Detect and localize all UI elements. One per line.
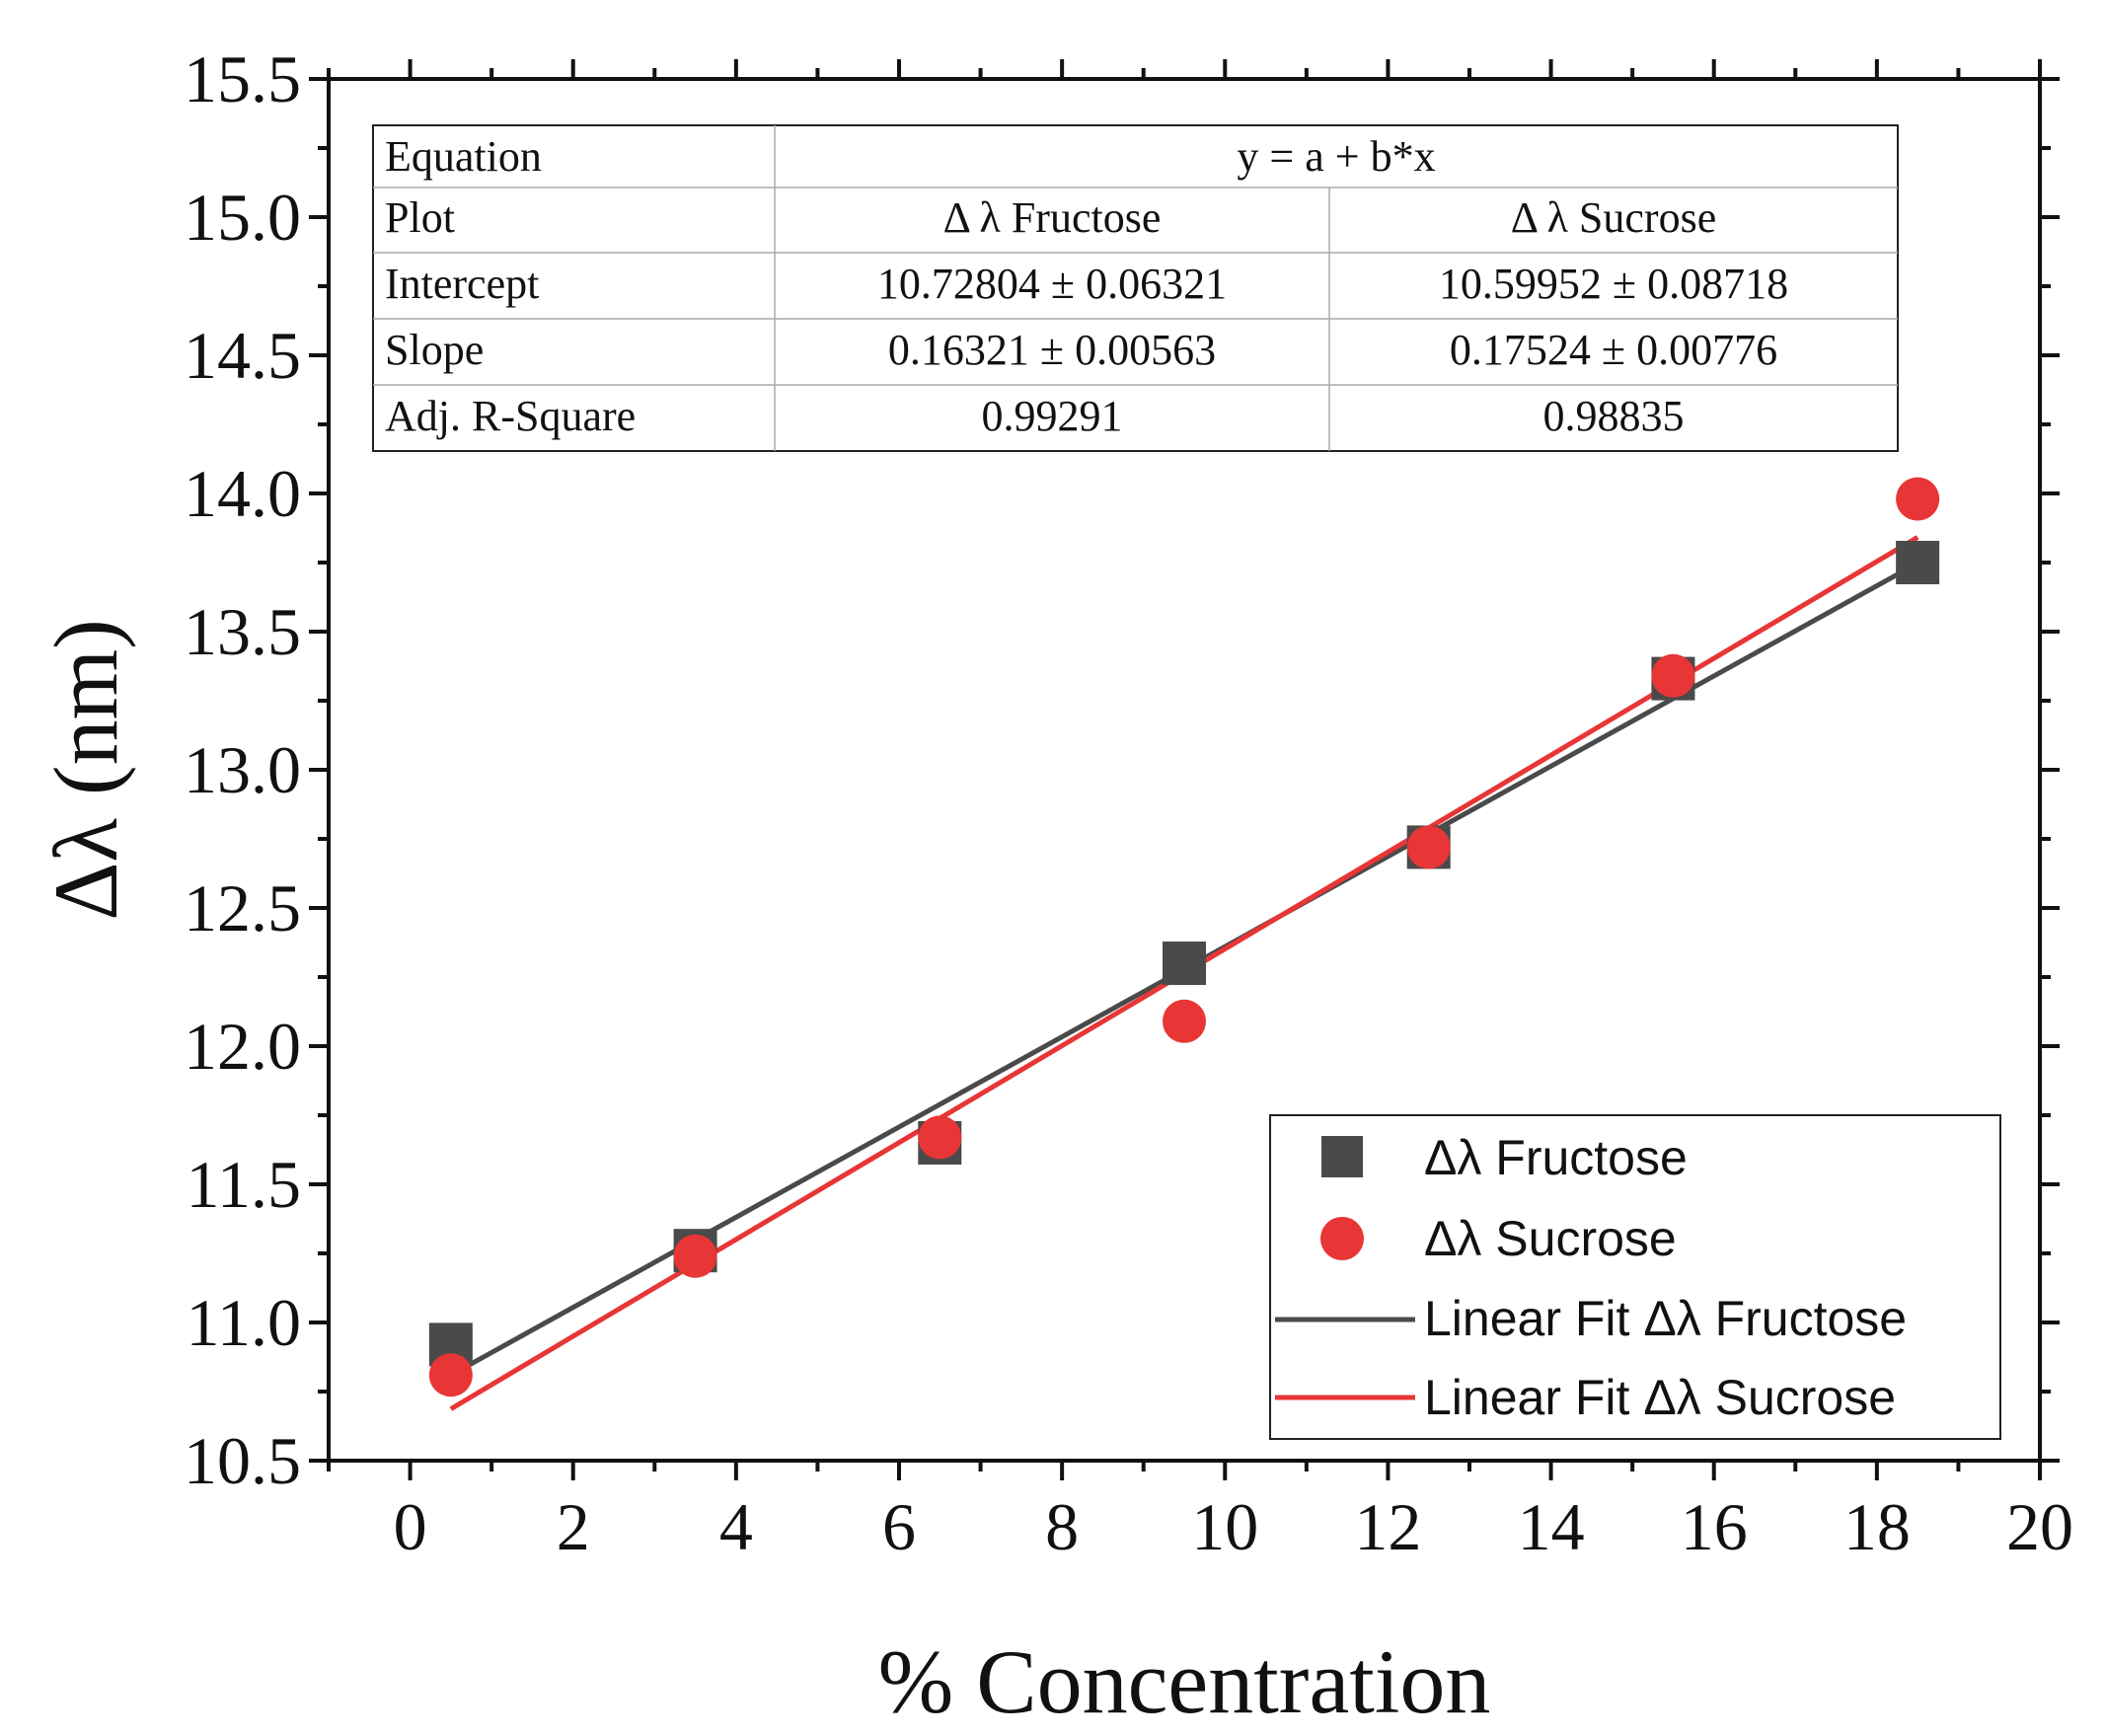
fit-table: Equation y = a + b*x Plot Δ λ Fructose Δ… bbox=[372, 124, 1899, 452]
table-intercept-fructose: 10.72804 ± 0.06321 bbox=[877, 260, 1227, 308]
table-label-plot: Plot bbox=[385, 193, 455, 242]
data-points bbox=[428, 477, 1940, 1397]
point-sucrose bbox=[428, 1353, 473, 1397]
x-tick-label: 20 bbox=[2006, 1489, 2073, 1564]
legend-label-fructose-fit: Linear Fit Δλ Fructose bbox=[1424, 1291, 1907, 1346]
y-tick-label: 15.0 bbox=[184, 180, 301, 255]
x-tick-label: 14 bbox=[1518, 1489, 1585, 1564]
legend: Δλ Fructose Δλ Sucrose Linear Fit Δλ Fru… bbox=[1269, 1114, 2001, 1440]
table-label-slope: Slope bbox=[385, 326, 484, 374]
y-tick-label: 13.5 bbox=[184, 594, 301, 669]
y-axis-title: Δλ (nm) bbox=[36, 619, 136, 921]
table-label-equation: Equation bbox=[385, 132, 542, 181]
point-sucrose bbox=[673, 1234, 717, 1278]
table-equation: y = a + b*x bbox=[1237, 132, 1435, 181]
legend-label-fructose: Δλ Fructose bbox=[1424, 1130, 1688, 1185]
table-adj-r-square-sucrose: 0.98835 bbox=[1543, 392, 1685, 440]
point-sucrose bbox=[1896, 477, 1940, 521]
legend-circle-marker bbox=[1320, 1217, 1364, 1260]
y-tick-label: 14.0 bbox=[184, 456, 301, 531]
y-tick-label: 13.0 bbox=[184, 732, 301, 807]
x-tick-label: 10 bbox=[1191, 1489, 1258, 1564]
point-sucrose bbox=[1406, 825, 1451, 869]
x-tick-label: 16 bbox=[1681, 1489, 1748, 1564]
x-axis-title: % Concentration bbox=[878, 1631, 1491, 1732]
table-adj-r-square-fructose: 0.99291 bbox=[982, 392, 1123, 440]
y-tick-label: 10.5 bbox=[184, 1423, 301, 1498]
table-plot-sucrose: Δ λ Sucrose bbox=[1511, 193, 1717, 242]
y-tick-label: 12.5 bbox=[184, 870, 301, 945]
x-tick-label: 2 bbox=[557, 1489, 590, 1564]
point-sucrose bbox=[918, 1115, 962, 1160]
y-tick-label: 15.5 bbox=[184, 41, 301, 116]
x-tick-label: 12 bbox=[1354, 1489, 1421, 1564]
point-fructose bbox=[1896, 541, 1940, 584]
legend-box bbox=[1269, 1114, 2001, 1440]
x-tick-label: 6 bbox=[882, 1489, 916, 1564]
y-tick-label: 12.0 bbox=[184, 1009, 301, 1084]
y-tick-label: 11.0 bbox=[187, 1285, 301, 1360]
point-sucrose bbox=[1163, 999, 1206, 1043]
fit-table-border bbox=[372, 124, 1899, 452]
point-fructose bbox=[1163, 942, 1206, 985]
y-tick-label: 14.5 bbox=[184, 318, 301, 393]
y-tick-label: 11.5 bbox=[187, 1147, 301, 1222]
x-tick-label: 4 bbox=[719, 1489, 753, 1564]
x-tick-label: 8 bbox=[1045, 1489, 1079, 1564]
table-slope-fructose: 0.16321 ± 0.00563 bbox=[888, 326, 1216, 374]
axis-ticks: 0 2 4 6 8 10 12 14 16 18 20 10.5 11.0 11.5 12.0 12.5 13.… bbox=[184, 41, 2073, 1564]
table-label-adj-r-square: Adj. R-Square bbox=[385, 392, 636, 440]
x-tick-label: 0 bbox=[394, 1489, 427, 1564]
legend-square-marker bbox=[1321, 1136, 1363, 1177]
table-label-intercept: Intercept bbox=[385, 260, 539, 308]
table-slope-sucrose: 0.17524 ± 0.00776 bbox=[1450, 326, 1777, 374]
table-intercept-sucrose: 10.59952 ± 0.08718 bbox=[1439, 260, 1788, 308]
x-tick-label: 18 bbox=[1843, 1489, 1911, 1564]
point-sucrose bbox=[1651, 653, 1695, 698]
legend-label-sucrose: Δλ Sucrose bbox=[1424, 1211, 1677, 1266]
table-plot-fructose: Δ λ Fructose bbox=[943, 193, 1162, 242]
legend-label-sucrose-fit: Linear Fit Δλ Sucrose bbox=[1424, 1370, 1896, 1425]
